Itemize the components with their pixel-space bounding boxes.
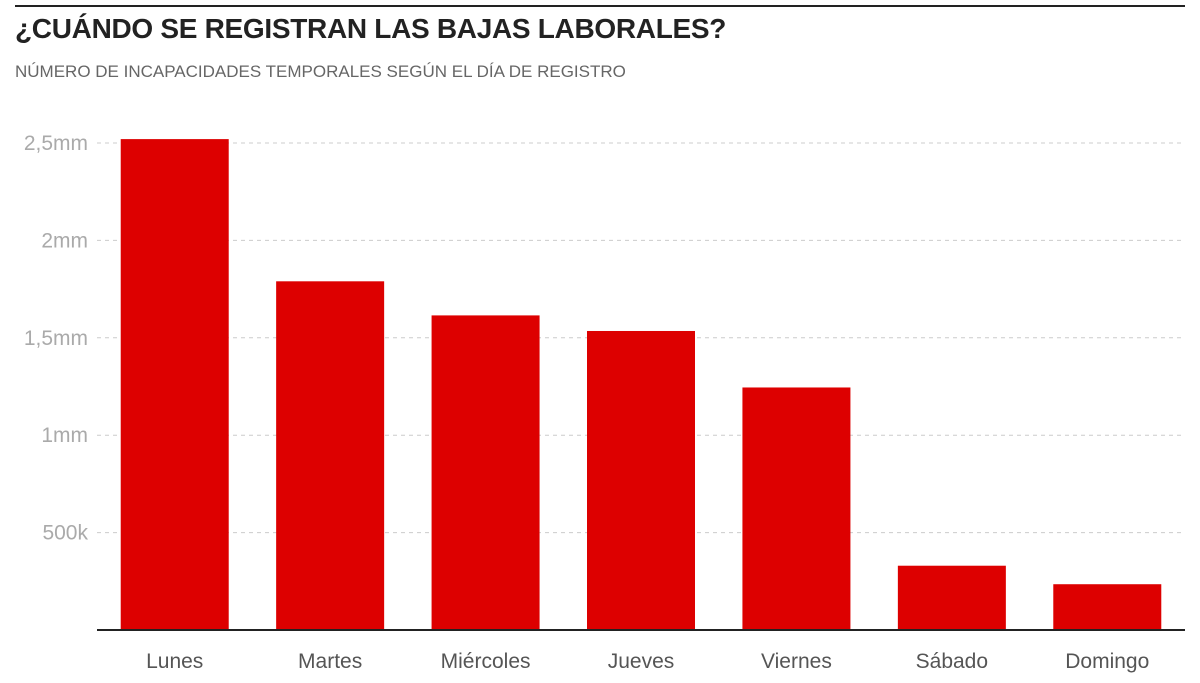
y-tick-label: 1mm [41, 424, 88, 447]
bar-lunes [120, 139, 229, 630]
bar-miércoles [431, 315, 540, 630]
y-tick-label: 2,5mm [24, 132, 88, 155]
category-label: Jueves [608, 650, 675, 673]
bar-viernes [742, 387, 851, 630]
y-axis-tick-labels: 500k 1mm 1,5mm 2mm 2,5mm [24, 132, 89, 545]
bar-jueves [587, 330, 695, 630]
top-rule [15, 5, 1185, 7]
bar-domingo [1053, 584, 1162, 630]
x-axis-category-labels: Lunes Martes Miércoles Jueves Viernes Sábado D… [146, 650, 1149, 673]
category-label: Domingo [1065, 650, 1149, 673]
category-label: Viernes [761, 650, 832, 673]
bars [120, 139, 1162, 630]
category-label: Sábado [916, 650, 988, 673]
y-tick-label: 2mm [41, 229, 88, 252]
bar-sábado [897, 565, 1006, 630]
chart-subtitle: NÚMERO DE INCAPACIDADES TEMPORALES SEGÚN… [15, 62, 626, 81]
y-tick-label: 500k [42, 522, 88, 545]
category-label: Lunes [146, 650, 203, 673]
bar-martes [276, 281, 385, 630]
category-label: Miércoles [441, 650, 531, 673]
category-label: Martes [298, 650, 362, 673]
chart-title: ¿CUÁNDO SE REGISTRAN LAS BAJAS LABORALES… [15, 13, 727, 44]
y-tick-label: 1,5mm [24, 327, 88, 350]
